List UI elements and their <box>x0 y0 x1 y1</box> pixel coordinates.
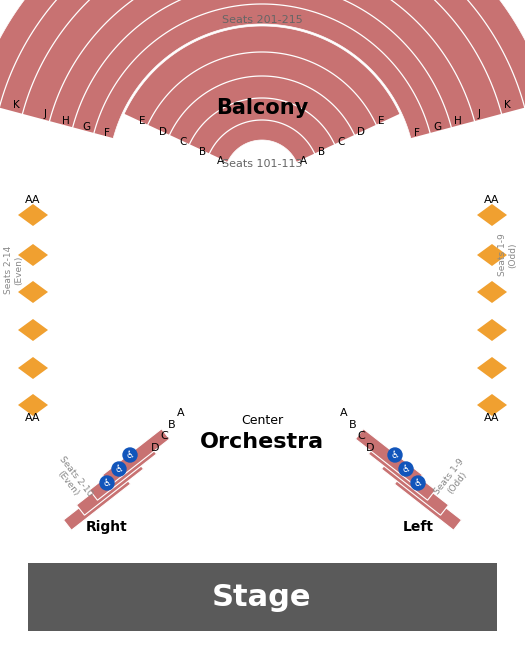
Text: D: D <box>357 126 365 137</box>
Circle shape <box>399 462 413 476</box>
Text: ♿: ♿ <box>402 464 411 475</box>
Text: E: E <box>379 116 385 126</box>
FancyBboxPatch shape <box>28 563 497 631</box>
Text: ♿: ♿ <box>125 450 134 461</box>
Text: Right: Right <box>86 520 128 534</box>
Polygon shape <box>18 244 48 266</box>
Text: H: H <box>62 115 70 126</box>
Polygon shape <box>64 474 131 530</box>
Text: B: B <box>318 146 325 157</box>
Text: K: K <box>13 101 20 110</box>
Text: D: D <box>159 126 167 137</box>
Text: Orchestra: Orchestra <box>200 432 324 452</box>
Text: Left: Left <box>403 520 434 534</box>
Polygon shape <box>18 281 48 303</box>
Polygon shape <box>477 244 507 266</box>
Text: Seats 2-10
(Even): Seats 2-10 (Even) <box>49 455 94 505</box>
Polygon shape <box>477 204 507 226</box>
Polygon shape <box>477 357 507 379</box>
Polygon shape <box>89 444 156 501</box>
Text: Seats 1-9
(Odd): Seats 1-9 (Odd) <box>432 457 474 503</box>
Text: C: C <box>180 137 187 146</box>
Text: A: A <box>340 408 348 418</box>
Polygon shape <box>369 444 436 501</box>
Text: A: A <box>300 155 307 166</box>
Polygon shape <box>477 281 507 303</box>
Text: AA: AA <box>25 195 41 205</box>
Text: AA: AA <box>484 195 500 205</box>
Circle shape <box>411 476 425 490</box>
Text: ♿: ♿ <box>102 479 111 488</box>
Text: AA: AA <box>484 413 500 423</box>
Text: K: K <box>504 101 511 110</box>
Text: B: B <box>199 146 206 157</box>
Text: Seats 1-9
(Odd): Seats 1-9 (Odd) <box>498 233 518 276</box>
Polygon shape <box>355 429 423 485</box>
Polygon shape <box>18 204 48 226</box>
Text: ♿: ♿ <box>414 479 423 488</box>
Text: G: G <box>82 122 91 132</box>
Polygon shape <box>382 459 448 515</box>
Text: C: C <box>337 137 344 146</box>
Text: ♿: ♿ <box>391 450 400 461</box>
Text: J: J <box>44 108 47 119</box>
Text: Stage: Stage <box>212 584 312 613</box>
Text: J: J <box>477 108 480 119</box>
Text: Balcony: Balcony <box>216 98 308 118</box>
Polygon shape <box>124 26 400 162</box>
Polygon shape <box>0 0 525 138</box>
Text: A: A <box>177 408 185 418</box>
Polygon shape <box>18 394 48 416</box>
Text: F: F <box>414 128 420 138</box>
Polygon shape <box>18 319 48 341</box>
Text: AA: AA <box>25 413 41 423</box>
Circle shape <box>100 476 114 490</box>
Polygon shape <box>77 459 143 515</box>
Polygon shape <box>102 429 170 485</box>
Text: D: D <box>366 443 374 453</box>
Text: Seats 201-215: Seats 201-215 <box>222 15 302 25</box>
Text: B: B <box>168 420 176 430</box>
Text: ♿: ♿ <box>114 464 123 475</box>
Text: C: C <box>160 431 168 441</box>
Text: G: G <box>434 122 442 132</box>
Text: D: D <box>151 443 159 453</box>
Polygon shape <box>394 474 461 530</box>
Polygon shape <box>477 319 507 341</box>
Polygon shape <box>18 357 48 379</box>
Text: Seats 101-113: Seats 101-113 <box>222 159 302 169</box>
Text: Center: Center <box>241 413 283 426</box>
Text: A: A <box>217 155 224 166</box>
Circle shape <box>112 462 126 476</box>
Polygon shape <box>477 394 507 416</box>
Text: C: C <box>357 431 365 441</box>
Text: E: E <box>139 116 146 126</box>
Text: B: B <box>349 420 357 430</box>
Text: Seats 2-14
(Even): Seats 2-14 (Even) <box>4 246 24 294</box>
Text: F: F <box>104 128 110 138</box>
Text: H: H <box>455 115 462 126</box>
Circle shape <box>388 448 402 462</box>
Circle shape <box>123 448 137 462</box>
